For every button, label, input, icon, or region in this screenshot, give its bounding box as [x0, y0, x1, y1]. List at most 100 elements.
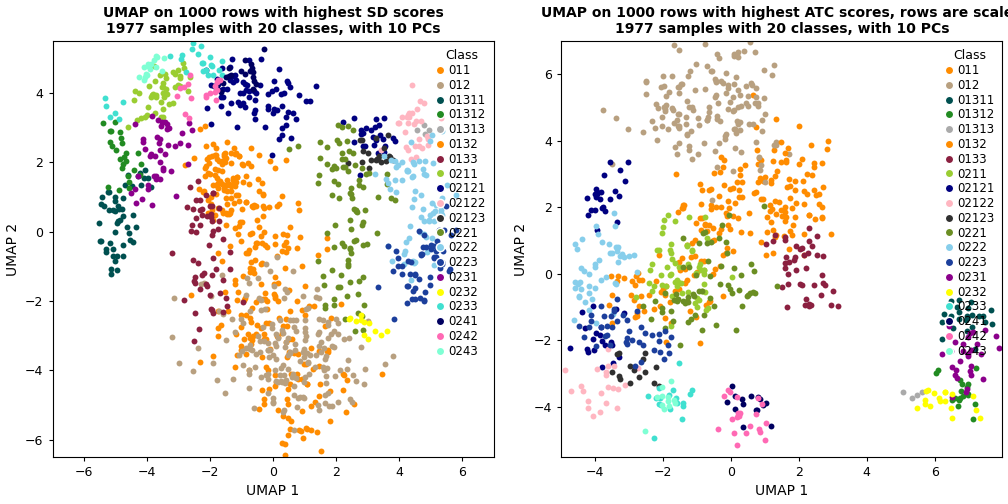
Point — [267, 232, 283, 240]
Point — [937, 388, 954, 396]
Point — [355, 326, 371, 334]
Point — [416, 157, 432, 165]
Point — [593, 324, 609, 332]
Point — [360, 335, 376, 343]
Point — [629, 309, 645, 318]
Point — [107, 228, 123, 236]
Point — [144, 91, 160, 99]
Point — [953, 357, 969, 365]
Point — [167, 142, 183, 150]
Point — [235, 78, 251, 86]
Point — [319, 245, 335, 253]
Point — [382, 153, 398, 161]
Point — [111, 115, 127, 123]
Point — [320, 334, 336, 342]
Point — [647, 277, 663, 285]
Point — [214, 257, 230, 265]
Point — [597, 207, 613, 215]
Point — [422, 273, 438, 281]
Point — [748, 188, 764, 196]
Point — [124, 238, 140, 246]
Point — [908, 404, 924, 412]
Point — [204, 202, 220, 210]
Point — [235, 89, 251, 97]
Point — [348, 317, 364, 325]
Point — [264, 87, 280, 95]
Point — [725, 212, 741, 220]
Point — [354, 311, 370, 319]
Point — [661, 349, 677, 357]
Point — [603, 272, 619, 280]
Point — [609, 350, 625, 358]
Point — [282, 380, 298, 388]
Point — [186, 154, 203, 162]
Point — [278, 113, 294, 121]
Point — [909, 391, 925, 399]
Point — [745, 120, 761, 128]
Point — [942, 312, 959, 320]
Point — [672, 266, 688, 274]
Point — [184, 126, 201, 134]
Point — [404, 257, 420, 265]
Point — [594, 337, 610, 345]
Point — [298, 332, 314, 340]
Point — [267, 339, 283, 347]
Point — [411, 97, 427, 105]
Point — [659, 397, 675, 405]
Point — [361, 319, 377, 327]
Point — [669, 278, 685, 286]
Point — [244, 229, 260, 237]
Point — [701, 257, 717, 265]
Point — [668, 116, 684, 124]
Point — [600, 362, 616, 370]
Point — [580, 211, 596, 219]
Point — [211, 179, 227, 187]
Point — [152, 146, 168, 154]
Point — [653, 304, 669, 312]
Point — [662, 322, 678, 330]
Point — [661, 298, 677, 306]
Point — [773, 206, 789, 214]
Point — [261, 319, 277, 327]
Point — [192, 197, 208, 205]
Point — [282, 349, 298, 357]
Point — [588, 222, 604, 230]
Point — [584, 295, 600, 303]
Point — [751, 153, 767, 161]
Point — [356, 130, 372, 138]
Point — [577, 324, 593, 332]
Point — [107, 197, 123, 205]
Point — [95, 118, 111, 127]
Point — [698, 305, 714, 313]
Point — [669, 295, 685, 303]
Point — [146, 108, 162, 116]
Point — [754, 116, 770, 124]
Point — [407, 142, 423, 150]
Point — [648, 394, 664, 402]
Point — [100, 188, 116, 197]
Point — [588, 319, 604, 327]
Point — [660, 211, 676, 219]
Point — [274, 131, 290, 139]
Point — [211, 157, 227, 165]
Point — [309, 428, 326, 436]
Point — [736, 46, 752, 54]
Point — [610, 243, 626, 251]
Point — [280, 431, 296, 439]
Point — [718, 69, 734, 77]
Point — [588, 185, 604, 193]
Point — [119, 223, 135, 231]
Point — [654, 285, 670, 293]
Point — [404, 109, 420, 117]
Point — [267, 86, 283, 94]
Point — [399, 165, 415, 173]
Point — [797, 295, 813, 303]
Point — [238, 291, 254, 299]
Point — [277, 451, 293, 459]
Point — [695, 214, 711, 222]
Point — [696, 266, 712, 274]
Point — [795, 200, 811, 208]
Point — [609, 218, 625, 226]
Point — [184, 45, 201, 53]
Point — [794, 243, 810, 251]
